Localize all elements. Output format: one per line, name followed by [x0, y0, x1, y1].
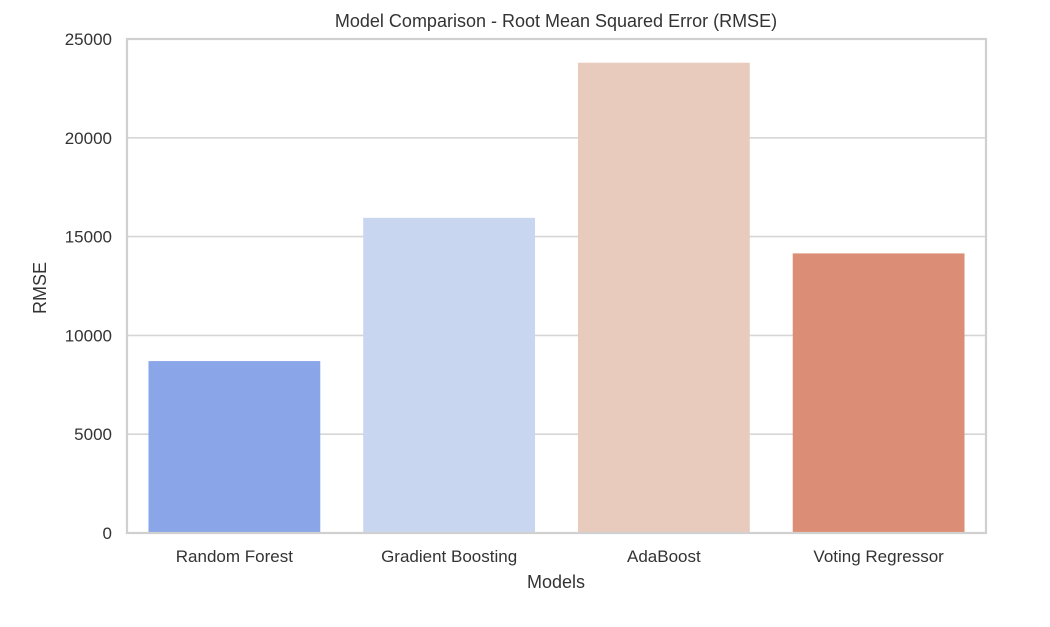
y-tick-label: 25000 [65, 30, 112, 49]
x-tick-label: Gradient Boosting [381, 547, 517, 566]
x-tick-label: Voting Regressor [813, 547, 944, 566]
x-tick-labels: Random Forest Gradient Boosting AdaBoost Vo… [176, 547, 944, 566]
bar-adaboost [577, 62, 750, 533]
x-tick-label: AdaBoost [627, 547, 701, 566]
x-tick-label: Random Forest [176, 547, 293, 566]
y-tick-label: 5000 [74, 425, 112, 444]
bar-gradient-boosting [363, 217, 536, 533]
bar-voting-regressor [792, 253, 965, 533]
y-tick-label: 15000 [65, 228, 112, 247]
bars [148, 62, 965, 533]
y-tick-label: 10000 [65, 326, 112, 345]
y-axis-label: RMSE [30, 262, 50, 314]
y-tick-label: 20000 [65, 129, 112, 148]
bar-random-forest [148, 361, 321, 533]
plot-frame [125, 37, 988, 535]
y-tick-label: 0 [103, 524, 112, 543]
chart-title: Model Comparison - Root Mean Squared Err… [335, 11, 777, 31]
x-axis-label: Models [527, 572, 585, 592]
y-tick-labels: 0 5000 10000 15000 20000 25000 [65, 30, 112, 543]
